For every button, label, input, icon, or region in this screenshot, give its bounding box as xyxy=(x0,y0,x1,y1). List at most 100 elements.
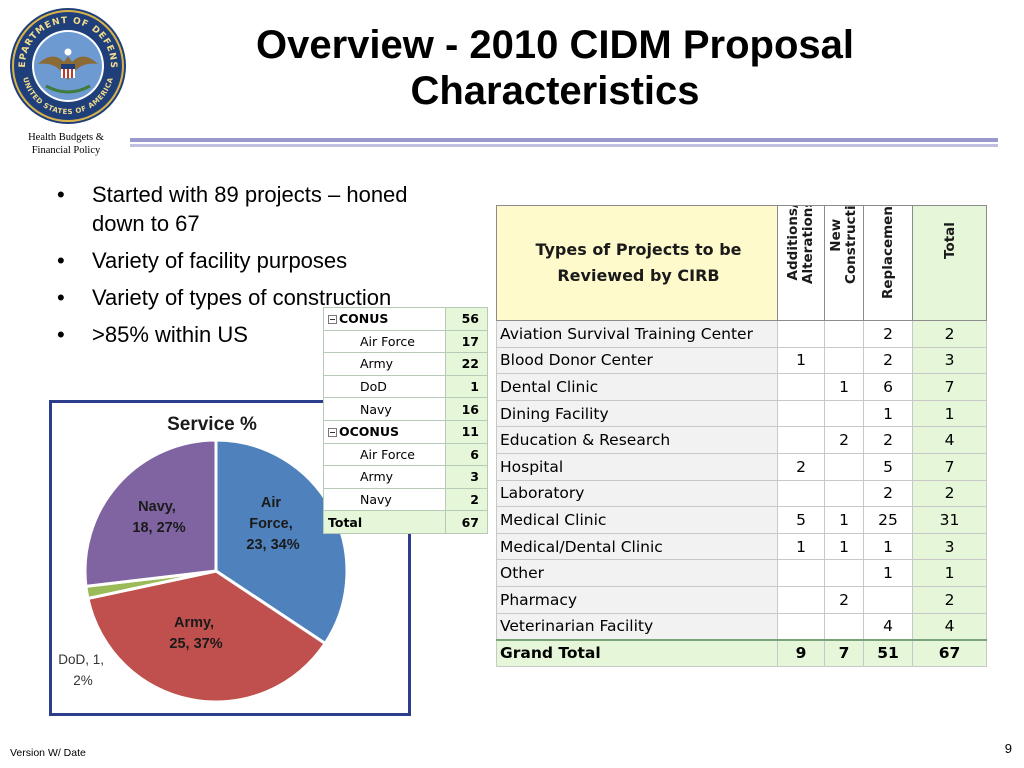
grand-replacement: 51 xyxy=(863,638,913,667)
col-header-additions: Additions/Alterations xyxy=(777,205,825,321)
project-type-name: Dental Clinic xyxy=(496,373,778,401)
table-row: CONUS 56 xyxy=(323,307,488,331)
total-value: 31 xyxy=(912,506,987,534)
service-row-label: Air Force xyxy=(323,329,446,354)
service-row-value: 16 xyxy=(445,397,488,421)
service-row-value: 56 xyxy=(445,307,488,331)
new-construction-value: 1 xyxy=(824,373,864,401)
total-value: 3 xyxy=(912,532,987,561)
total-value: 3 xyxy=(912,346,987,375)
service-row-value: 3 xyxy=(445,465,488,489)
replacement-value: 2 xyxy=(863,479,913,508)
total-value: 1 xyxy=(912,559,987,587)
table-row: Navy 2 xyxy=(323,487,488,512)
new-construction-value xyxy=(824,452,864,481)
table-row: DoD 1 xyxy=(323,374,488,399)
additions-value: 2 xyxy=(777,452,825,481)
title-line-2: Characteristics xyxy=(410,69,700,113)
table-row: Air Force 17 xyxy=(323,329,488,354)
new-construction-value: 2 xyxy=(824,585,864,614)
bullet-item: Started with 89 projects – honed down to… xyxy=(54,180,414,238)
project-type-name: Hospital xyxy=(496,452,778,481)
total-value: 2 xyxy=(912,479,987,508)
table-row: Aviation Survival Training Center 2 2 xyxy=(496,320,987,348)
page-number: 9 xyxy=(1004,741,1012,756)
pie-title: Service % xyxy=(167,414,257,435)
grand-total-value: 67 xyxy=(912,638,987,667)
pie-label-navy: Navy, 18, 27% xyxy=(132,499,185,536)
additions-value: 1 xyxy=(777,346,825,375)
table-row: Veterinarian Facility 4 4 xyxy=(496,612,987,641)
collapse-icon[interactable] xyxy=(328,428,337,438)
project-type-name: Education & Research xyxy=(496,426,778,454)
service-row-value: 17 xyxy=(445,329,488,354)
dod-seal-logo: DEPARTMENT OF DEFENSE UNITED STATES OF A… xyxy=(8,6,126,124)
service-row-value: 6 xyxy=(445,442,488,467)
org-line-2: Financial Policy xyxy=(31,145,101,156)
additions-value xyxy=(777,373,825,401)
org-line-1: Health Budgets & xyxy=(28,132,104,143)
header-divider xyxy=(130,138,998,147)
table-row: Education & Research 2 2 4 xyxy=(496,426,987,454)
table-row: Air Force 6 xyxy=(323,442,488,467)
replacement-value: 6 xyxy=(863,373,913,401)
collapse-icon[interactable] xyxy=(328,315,337,325)
service-row-value: 1 xyxy=(445,374,488,399)
replacement-value: 1 xyxy=(863,559,913,587)
replacement-value: 1 xyxy=(863,532,913,561)
col-header-total: Total xyxy=(912,205,987,321)
table-row: Army 22 xyxy=(323,352,488,376)
project-type-name: Aviation Survival Training Center xyxy=(496,320,778,348)
additions-value: 1 xyxy=(777,532,825,561)
org-name: Health Budgets & Financial Policy xyxy=(4,131,128,157)
total-value: 1 xyxy=(912,399,987,428)
pie-svg: Service % Air Force, 23, 34% Army, 25, 3… xyxy=(58,414,349,704)
service-row-label: Army xyxy=(323,352,446,376)
project-type-name: Laboratory xyxy=(496,479,778,508)
pie-slice-army xyxy=(86,569,328,704)
replacement-value: 2 xyxy=(863,320,913,348)
project-type-name: Dining Facility xyxy=(496,399,778,428)
slide-title: Overview - 2010 CIDM Proposal Characteri… xyxy=(150,22,960,114)
total-value: 2 xyxy=(912,585,987,614)
service-row-label: OCONUS xyxy=(323,419,446,444)
pie-label-air-force: Air Force, 23, 34% xyxy=(246,495,299,553)
grand-total-label: Grand Total xyxy=(496,638,778,667)
project-types-table: Types of Projects to be Reviewed by CIRB… xyxy=(496,205,987,667)
table-row: Dental Clinic 1 6 7 xyxy=(496,373,987,401)
table-row: Other 1 1 xyxy=(496,559,987,587)
table-row: Medical Clinic 5 1 25 31 xyxy=(496,506,987,534)
table-row: Blood Donor Center 1 2 3 xyxy=(496,346,987,375)
pie-slice-navy xyxy=(83,438,218,588)
bullet-item: Variety of types of construction xyxy=(54,283,414,312)
col-header-replacement: Replacement xyxy=(863,205,913,321)
service-row-label: Air Force xyxy=(323,442,446,467)
table-header-title: Types of Projects to be Reviewed by CIRB xyxy=(496,205,778,321)
replacement-value xyxy=(863,585,913,614)
new-construction-value xyxy=(824,346,864,375)
project-type-name: Medical Clinic xyxy=(496,506,778,534)
additions-value xyxy=(777,426,825,454)
service-row-label: Navy xyxy=(323,487,446,512)
table-row: Laboratory 2 2 xyxy=(496,479,987,508)
service-row-value: 11 xyxy=(445,419,488,444)
total-value: 2 xyxy=(912,320,987,348)
col-header-new-construction: New Construction xyxy=(824,205,864,321)
new-construction-value: 1 xyxy=(824,506,864,534)
service-row-label: CONUS xyxy=(323,307,446,331)
additions-value xyxy=(777,479,825,508)
service-row-label: DoD xyxy=(323,374,446,399)
additions-value xyxy=(777,612,825,641)
service-location-table: CONUS 56 Air Force 17 Army 22 DoD 1 Navy 16 OCONUS… xyxy=(323,307,488,534)
title-line-1: Overview - 2010 CIDM Proposal xyxy=(255,23,854,67)
bullet-item: Variety of facility purposes xyxy=(54,246,414,275)
replacement-value: 25 xyxy=(863,506,913,534)
project-type-name: Blood Donor Center xyxy=(496,346,778,375)
replacement-value: 4 xyxy=(863,612,913,641)
new-construction-value xyxy=(824,479,864,508)
table-row: OCONUS 11 xyxy=(323,419,488,444)
table-row: Hospital 2 5 7 xyxy=(496,452,987,481)
service-row-label: Navy xyxy=(323,397,446,421)
total-value: 7 xyxy=(912,452,987,481)
project-type-name: Pharmacy xyxy=(496,585,778,614)
